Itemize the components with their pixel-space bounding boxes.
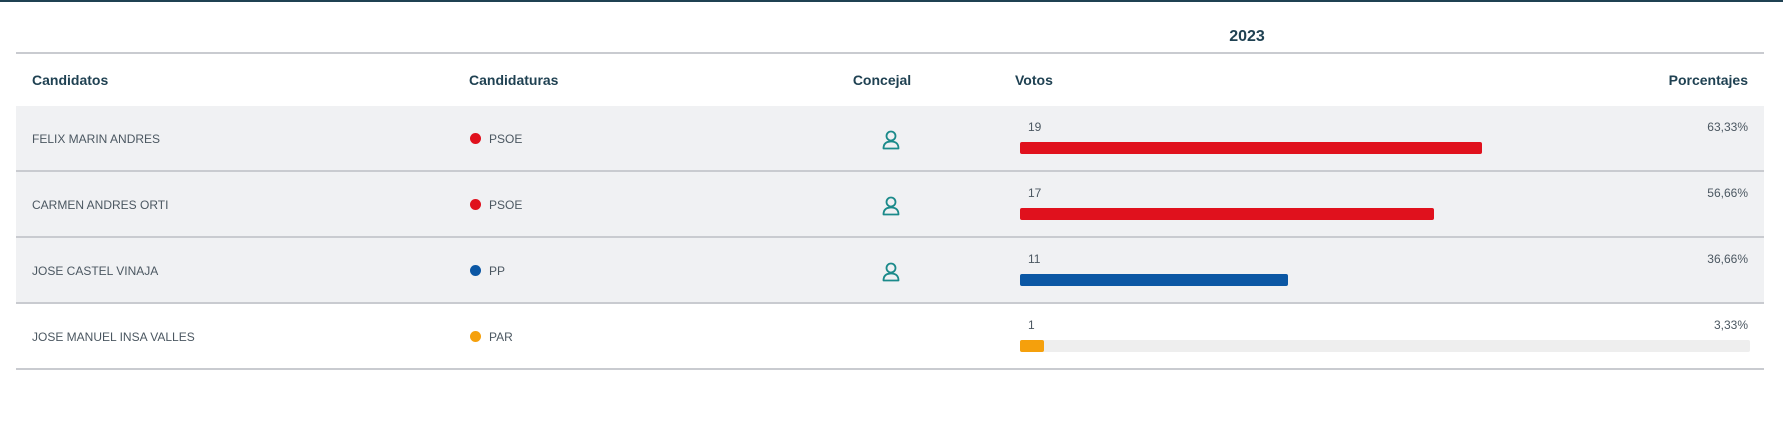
header-percentages: Porcentajes — [1668, 72, 1748, 88]
top-rule — [0, 0, 1783, 2]
party-cell: PAR — [470, 330, 513, 344]
party-cell: PP — [470, 264, 505, 278]
year-label: 2023 — [1229, 28, 1265, 45]
candidate-name: CARMEN ANDRES ORTI — [32, 198, 169, 212]
votes-bar-track — [1020, 274, 1750, 286]
table-row: JOSE MANUEL INSA VALLES PAR 1 3,33% — [16, 304, 1764, 370]
votes-percentage: 63,33% — [1707, 120, 1748, 134]
table-row: CARMEN ANDRES ORTI PSOE 17 56,66% — [16, 172, 1764, 238]
person-icon — [882, 262, 900, 282]
candidate-name: FELIX MARIN ANDRES — [32, 132, 161, 146]
candidate-name: JOSE CASTEL VINAJA — [32, 264, 159, 278]
table-row: JOSE CASTEL VINAJA PP 11 36,66% — [16, 238, 1764, 304]
votes-count: 17 — [1028, 186, 1042, 200]
party-color-dot — [470, 265, 481, 276]
votes-count: 1 — [1028, 318, 1035, 332]
party-color-dot — [470, 331, 481, 342]
party-color-dot — [470, 133, 481, 144]
party-cell: PSOE — [470, 132, 522, 146]
party-name: PSOE — [489, 132, 523, 146]
table-row: FELIX MARIN ANDRES PSOE 19 63,33% — [16, 106, 1764, 172]
party-color-dot — [470, 199, 481, 210]
party-name: PP — [489, 264, 506, 278]
party-cell: PSOE — [470, 198, 522, 212]
votes-count: 11 — [1028, 252, 1041, 266]
party-name: PSOE — [489, 198, 523, 212]
votes-bar-fill — [1020, 142, 1483, 154]
votes-bar-fill — [1020, 274, 1288, 286]
votes-percentage: 3,33% — [1713, 318, 1748, 332]
votes-bar-track — [1020, 340, 1750, 352]
table-header: Candidatos Candidaturas Concejal Votos P… — [16, 52, 1764, 108]
votes-bar-track — [1020, 208, 1750, 220]
candidate-name: JOSE MANUEL INSA VALLES — [32, 330, 195, 344]
person-icon — [882, 130, 900, 150]
votes-percentage: 56,66% — [1707, 186, 1748, 200]
header-councillor: Concejal — [852, 72, 912, 88]
party-name: PAR — [489, 330, 513, 344]
votes-bar-fill — [1020, 208, 1434, 220]
votes-bar-track — [1020, 142, 1750, 154]
header-candidates: Candidatos — [32, 72, 109, 88]
votes-count: 19 — [1028, 120, 1042, 134]
votes-bar-fill — [1020, 340, 1045, 352]
header-votes: Votos — [1015, 72, 1053, 88]
person-icon — [882, 196, 900, 216]
votes-percentage: 36,66% — [1707, 252, 1748, 266]
header-parties: Candidaturas — [469, 72, 559, 88]
